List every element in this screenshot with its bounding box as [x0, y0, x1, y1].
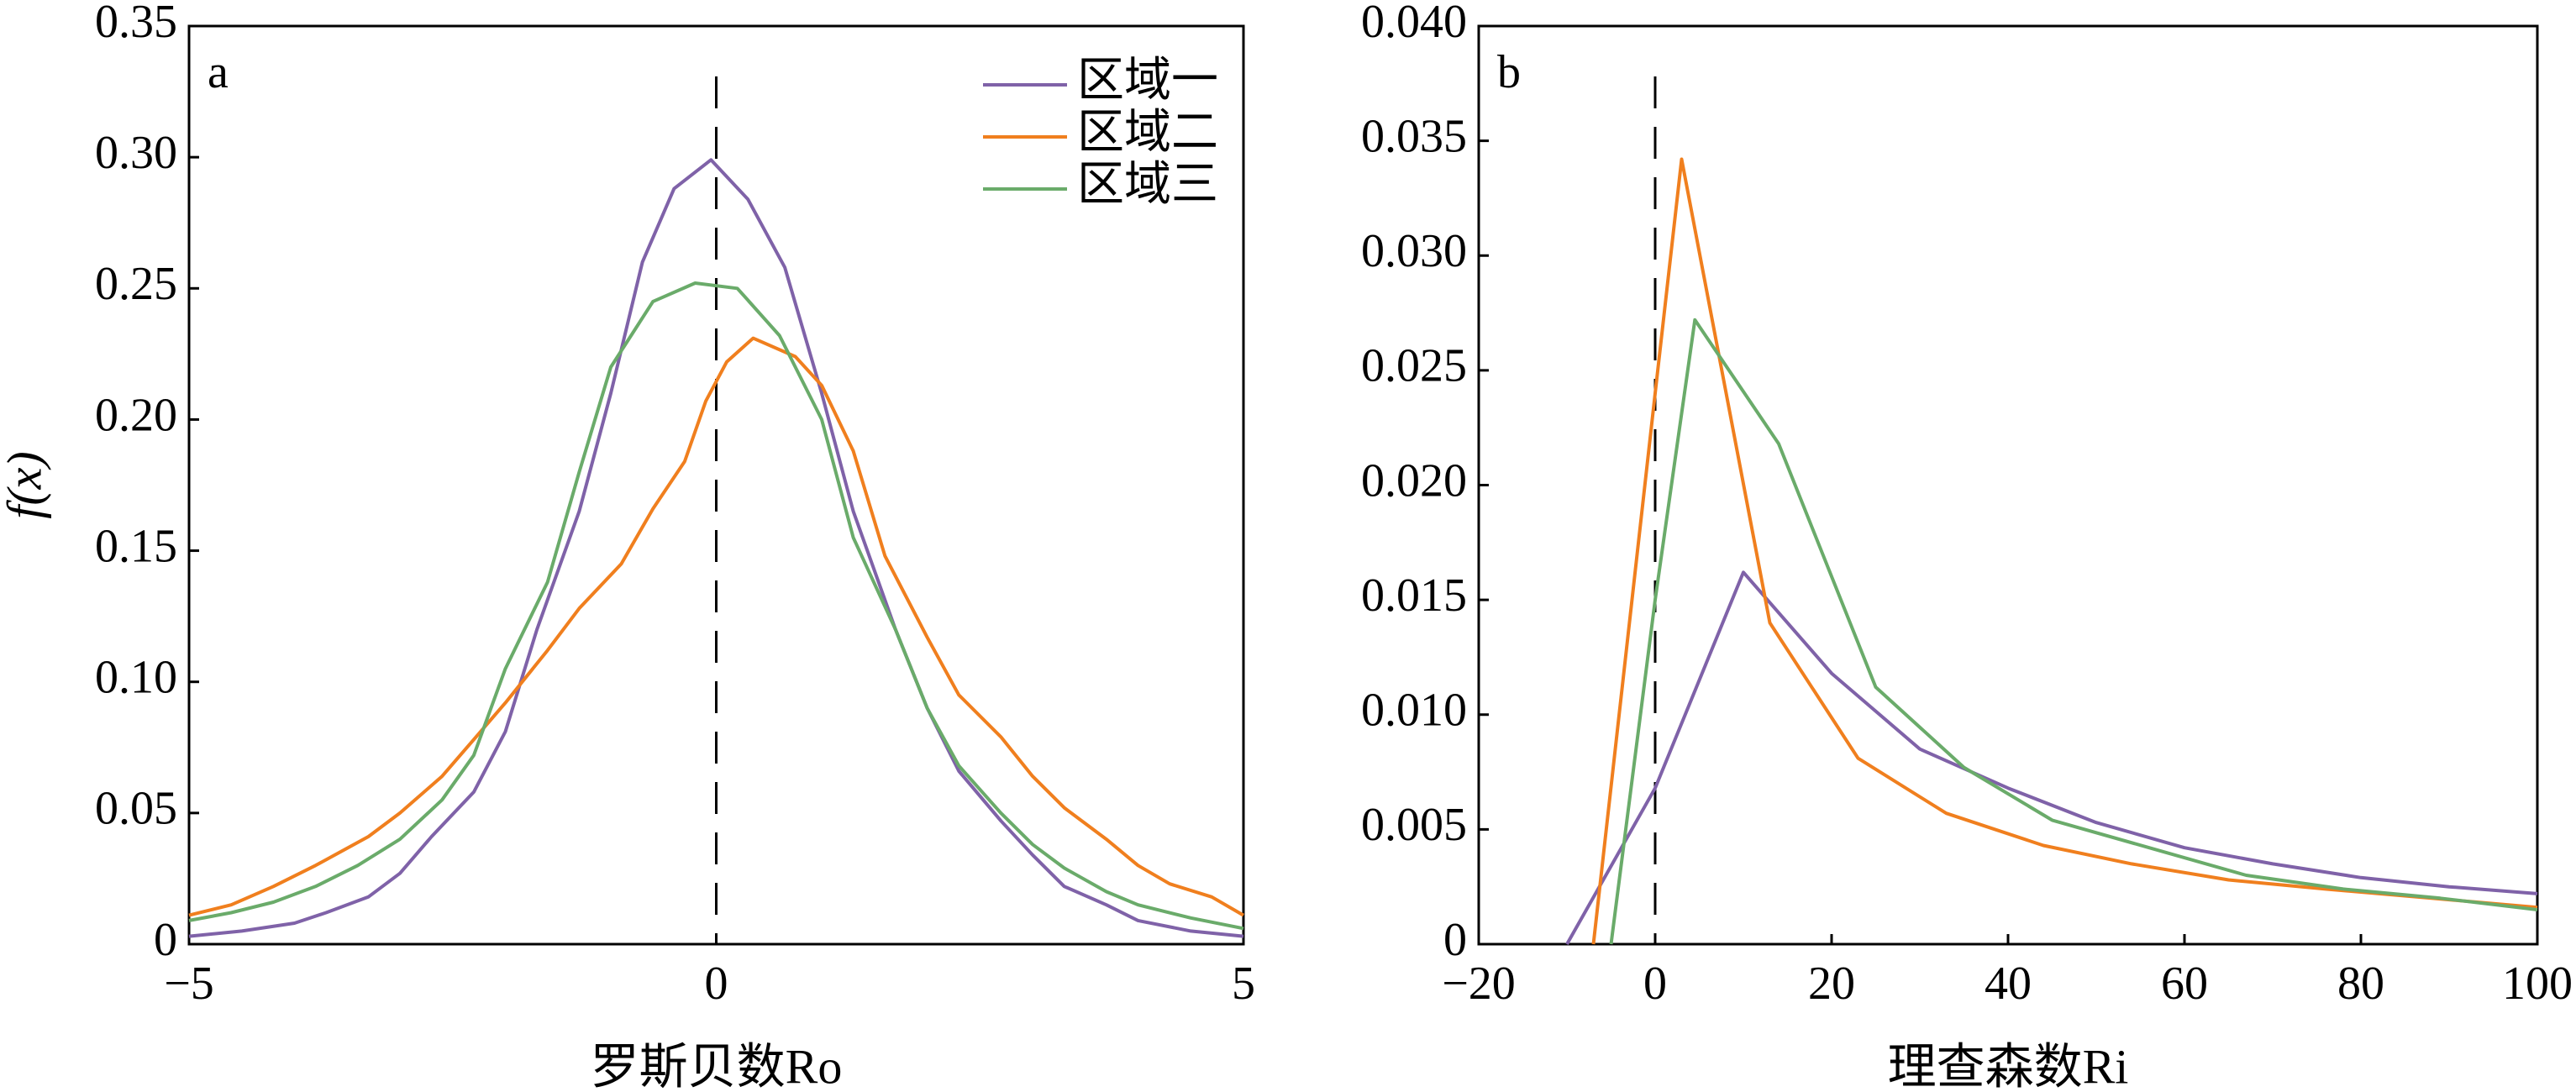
- x-tick-label: −20: [1442, 958, 1516, 1010]
- y-tick-label: 0.030: [1361, 225, 1467, 277]
- y-tick-label: 0.025: [1361, 340, 1467, 392]
- x-tick-label: −5: [164, 958, 214, 1010]
- line-series: [188, 281, 1244, 931]
- x-tick-label: 60: [2161, 958, 2208, 1010]
- legend-label: 区域三: [1077, 159, 1218, 211]
- x-tick-label: 100: [2502, 958, 2573, 1010]
- legend-label: 区域一: [1077, 55, 1218, 107]
- y-tick-label: 0: [1443, 914, 1467, 966]
- x-tick-label: 20: [1808, 958, 1855, 1010]
- y-tick-label: 0.25: [95, 258, 177, 310]
- line-series: [1565, 570, 2538, 945]
- plot: 00.050.100.150.200.250.300.35−5 0 5af(x)罗斯…: [0, 0, 1255, 1092]
- panel-label: a: [208, 46, 229, 98]
- y-tick-label: 0.35: [95, 0, 177, 48]
- y-tick-label: 0.035: [1361, 110, 1467, 162]
- x-tick-label: 0: [705, 958, 728, 1010]
- x-tick-label: 0: [1643, 958, 1667, 1010]
- y-tick-label: 0.10: [95, 652, 177, 704]
- x-tick-label: 40: [1985, 958, 2032, 1010]
- line-series: [188, 158, 1244, 938]
- line-series: [1591, 157, 2538, 945]
- y-tick-label: 0.040: [1361, 0, 1467, 48]
- y-tick-label: 0.010: [1361, 685, 1467, 737]
- plot: 0 0.005 0.010 0.015 0.020 0.025 0.030 0.035 0.04…: [1361, 0, 2573, 1092]
- line-series: [188, 336, 1245, 917]
- y-tick-label: 0.015: [1361, 570, 1467, 622]
- y-tick-label: 0.20: [95, 389, 177, 441]
- y-tick-label: 0.020: [1361, 454, 1467, 507]
- x-axis-title: 理查森数Ri: [1888, 1039, 2129, 1092]
- plot-frame: [1477, 24, 2539, 946]
- x-axis-title: 罗斯贝数Ro: [591, 1039, 843, 1092]
- x-tick-label: 5: [1232, 958, 1255, 1010]
- y-tick-label: 0.15: [95, 520, 177, 572]
- y-tick-label: 0.005: [1361, 799, 1467, 851]
- legend-label: 区域二: [1077, 107, 1218, 159]
- y-tick-label: 0: [154, 914, 177, 966]
- panel-label: b: [1497, 46, 1521, 98]
- line-series: [1609, 318, 2538, 945]
- y-tick-label: 0.30: [95, 127, 177, 179]
- y-axis-title: f(x): [0, 451, 51, 519]
- x-tick-label: 80: [2337, 958, 2384, 1010]
- y-tick-label: 0.05: [95, 783, 177, 835]
